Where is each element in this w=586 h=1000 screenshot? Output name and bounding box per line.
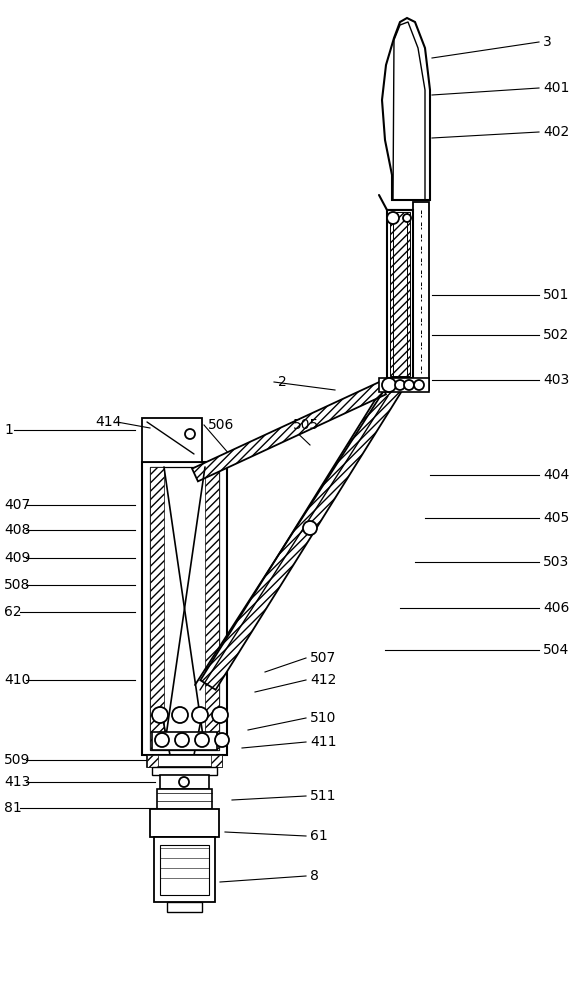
Bar [167, 902, 202, 912]
Polygon shape [150, 467, 164, 750]
Bar [413, 202, 429, 390]
Bar [379, 378, 429, 392]
Text: 62: 62 [4, 605, 22, 619]
Text: 8: 8 [310, 869, 319, 883]
Circle shape [185, 429, 195, 439]
Circle shape [382, 378, 396, 392]
Circle shape [212, 707, 228, 723]
Text: 510: 510 [310, 711, 336, 725]
Bar [150, 467, 219, 750]
Bar [150, 809, 219, 837]
Bar [152, 767, 217, 775]
Bar [387, 210, 413, 378]
Polygon shape [211, 755, 222, 767]
Text: 414: 414 [95, 415, 121, 429]
Text: 81: 81 [4, 801, 22, 815]
Circle shape [215, 733, 229, 747]
Text: 408: 408 [4, 523, 30, 537]
Circle shape [175, 733, 189, 747]
Circle shape [155, 733, 169, 747]
Polygon shape [200, 380, 403, 690]
Text: 403: 403 [543, 373, 569, 387]
Text: 1: 1 [4, 423, 13, 437]
Text: 2: 2 [278, 375, 287, 389]
Circle shape [195, 733, 209, 747]
Circle shape [414, 380, 424, 390]
Polygon shape [390, 212, 410, 376]
Circle shape [152, 707, 168, 723]
Text: 404: 404 [543, 468, 569, 482]
Text: 504: 504 [543, 643, 569, 657]
Text: 511: 511 [310, 789, 336, 803]
Text: 413: 413 [4, 775, 30, 789]
Text: 402: 402 [543, 125, 569, 139]
Circle shape [403, 214, 411, 222]
Text: 405: 405 [543, 511, 569, 525]
Text: 407: 407 [4, 498, 30, 512]
Text: 61: 61 [310, 829, 328, 843]
Text: 401: 401 [543, 81, 570, 95]
Bar [154, 837, 215, 902]
Circle shape [192, 707, 208, 723]
Polygon shape [147, 755, 158, 767]
Text: 412: 412 [310, 673, 336, 687]
Text: 410: 410 [4, 673, 30, 687]
Circle shape [404, 380, 414, 390]
Text: 508: 508 [4, 578, 30, 592]
Circle shape [303, 521, 317, 535]
Text: 506: 506 [208, 418, 234, 432]
Bar [147, 755, 222, 767]
Circle shape [387, 212, 399, 224]
Polygon shape [205, 467, 219, 750]
Bar [142, 418, 202, 462]
Polygon shape [382, 18, 430, 200]
Text: 3: 3 [543, 35, 552, 49]
Polygon shape [192, 382, 386, 481]
Circle shape [172, 707, 188, 723]
Bar [152, 732, 217, 750]
Bar [157, 789, 212, 809]
Text: 507: 507 [310, 651, 336, 665]
Text: 502: 502 [543, 328, 569, 342]
Circle shape [179, 777, 189, 787]
Text: 409: 409 [4, 551, 30, 565]
Bar [160, 775, 209, 789]
Text: 509: 509 [4, 753, 30, 767]
Text: 505: 505 [293, 418, 319, 432]
Text: 503: 503 [543, 555, 569, 569]
Circle shape [395, 380, 405, 390]
Text: 501: 501 [543, 288, 570, 302]
Text: 411: 411 [310, 735, 336, 749]
Text: 406: 406 [543, 601, 570, 615]
Bar [160, 845, 209, 895]
Bar [142, 462, 227, 755]
